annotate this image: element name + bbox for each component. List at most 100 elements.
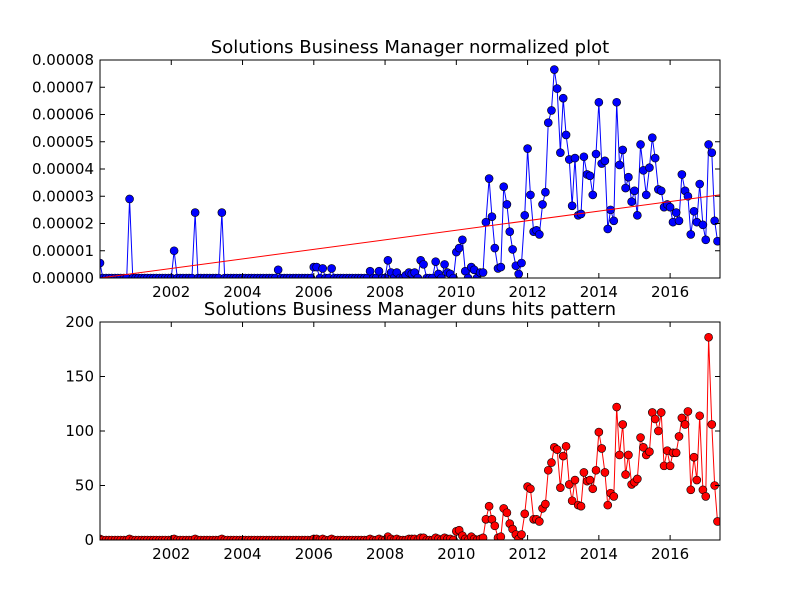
data-point <box>615 160 624 170</box>
data-point <box>621 470 630 479</box>
chart-title: Solutions Business Manager normalized pl… <box>211 37 609 58</box>
axis-ticks: 2002 2004 2006 2008 2010 2012 2014 2016 0.00000 0… <box>32 51 720 301</box>
data-point <box>603 224 613 234</box>
plot-frame <box>99 59 721 279</box>
x-tick-label: 2002 <box>152 283 190 301</box>
data-point <box>552 445 562 454</box>
x-tick-label: 2002 <box>152 545 190 563</box>
y-tick-label: 0.00003 <box>32 187 94 205</box>
data-point <box>591 465 601 475</box>
data-point <box>484 174 494 183</box>
data-point <box>627 197 636 206</box>
data-point <box>641 190 651 200</box>
x-tick-label: 2008 <box>366 283 404 301</box>
data-point <box>567 496 577 506</box>
data-point <box>710 216 719 226</box>
data-point <box>318 264 328 273</box>
data-point <box>478 533 488 540</box>
data-point <box>190 208 200 217</box>
data-point <box>585 171 595 181</box>
data-point <box>665 461 675 471</box>
data-point <box>484 501 494 511</box>
data-point <box>624 172 633 182</box>
data-point <box>686 230 696 239</box>
data-point <box>449 535 458 540</box>
series-line <box>100 337 719 540</box>
data-point <box>704 332 713 342</box>
data-point <box>600 156 610 166</box>
data-point <box>633 474 642 484</box>
plot-frame <box>99 321 721 541</box>
data-point <box>588 484 598 494</box>
data-point <box>454 243 464 253</box>
chart-title: Solutions Business Manager duns hits pat… <box>204 299 616 320</box>
data-point <box>535 230 544 239</box>
data-point <box>701 492 711 501</box>
data-point <box>543 465 553 475</box>
data-point <box>671 208 681 217</box>
data-point <box>674 216 684 226</box>
data-point <box>698 220 708 230</box>
data-point <box>570 475 580 485</box>
data-point <box>612 97 621 107</box>
data-point <box>713 517 720 526</box>
data-point <box>636 433 645 442</box>
data-point <box>535 517 544 526</box>
data-point <box>650 414 660 424</box>
data-point <box>603 500 613 510</box>
data-point <box>624 450 633 460</box>
x-tick-label: 2010 <box>437 545 475 563</box>
data-point <box>591 149 601 159</box>
data-point <box>508 245 517 254</box>
data-point <box>431 257 440 266</box>
data-point <box>487 212 497 221</box>
data-point <box>585 475 595 485</box>
data-point <box>579 152 589 162</box>
data-point <box>665 202 675 212</box>
data-point <box>713 236 720 246</box>
data-point <box>615 450 624 460</box>
data-point <box>695 179 704 189</box>
data-point <box>552 84 562 93</box>
data-point <box>463 273 473 278</box>
data-point <box>538 200 547 209</box>
plot-marks <box>100 65 720 278</box>
data-point <box>689 452 699 462</box>
x-tick-label: 2014 <box>580 283 618 301</box>
data-point <box>496 262 506 272</box>
data-point <box>594 427 604 437</box>
x-tick-label: 2006 <box>295 283 333 301</box>
axis-ticks: 2002 2004 2006 2008 2010 2012 2014 2016 0 50 100 15… <box>65 313 720 563</box>
data-point <box>618 420 628 429</box>
y-tick-label: 0.00002 <box>32 215 94 233</box>
data-point <box>440 260 449 269</box>
data-point <box>570 153 580 163</box>
data-point <box>413 273 423 278</box>
data-point <box>523 144 532 153</box>
data-point <box>514 269 523 278</box>
y-tick-label: 200 <box>65 313 94 331</box>
data-point <box>556 483 565 492</box>
data-point <box>567 201 577 211</box>
data-point <box>588 190 598 200</box>
data-point <box>100 258 105 268</box>
data-point <box>217 208 227 217</box>
data-point <box>520 509 530 519</box>
data-point <box>547 458 556 467</box>
data-point <box>633 211 642 220</box>
data-point <box>654 426 663 436</box>
y-tick-label: 0.00006 <box>32 106 94 124</box>
x-tick-label: 2004 <box>223 283 261 301</box>
data-point <box>677 170 687 179</box>
data-point <box>561 130 571 140</box>
data-point <box>701 235 711 245</box>
data-point <box>541 187 550 197</box>
data-point <box>594 97 604 107</box>
data-point <box>597 444 607 453</box>
data-point <box>273 265 283 275</box>
y-tick-label: 0.00005 <box>32 133 94 151</box>
data-point <box>558 93 568 103</box>
data-point <box>683 407 693 416</box>
